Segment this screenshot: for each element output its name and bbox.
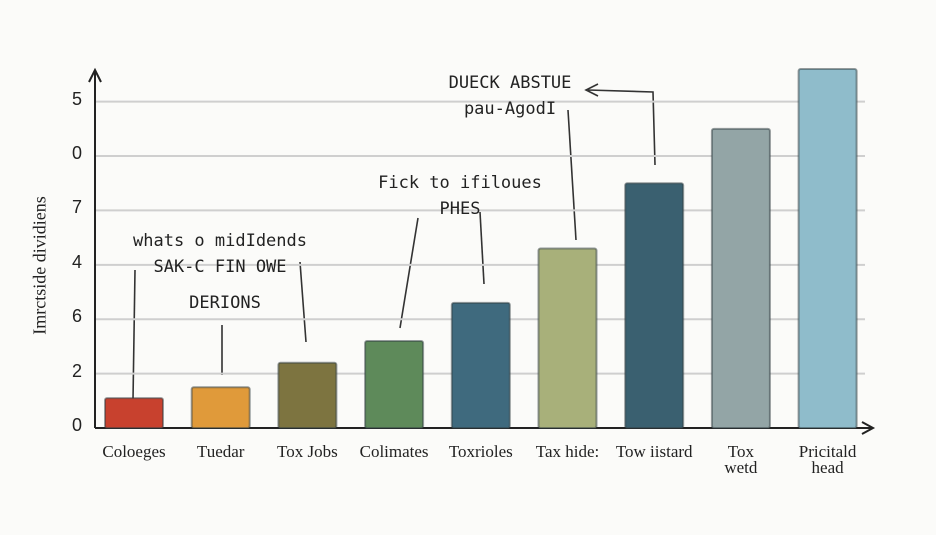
arrow [567, 109, 577, 241]
y-tick-label: 0 [71, 143, 82, 164]
x-tick-label: Tax hide: [535, 442, 600, 461]
bar [104, 397, 164, 430]
bar [797, 68, 858, 429]
x-tick-label: Toxrioles [448, 442, 513, 461]
bar [277, 361, 338, 429]
y-tick-label: 7 [71, 197, 82, 218]
y-tick-label: 6 [71, 306, 82, 327]
bar [624, 182, 685, 429]
axes [88, 67, 876, 435]
annotation: DERIONS [189, 293, 261, 313]
x-tick-label: Tow iistard [615, 442, 693, 461]
annotation: whats o midIdends SAK-C FIN OWE [133, 231, 307, 277]
x-tick-label: Coloeges [102, 442, 166, 461]
x-tick-label: Tuedar [196, 442, 245, 461]
y-tick-label: 2 [71, 360, 82, 381]
annotation: DUECK ABSTUE pau-AgodI [448, 73, 572, 119]
x-tick-label: Tox Jobs [277, 442, 338, 461]
annotation-arrows [132, 83, 656, 401]
bar [710, 127, 771, 429]
arrow [132, 269, 136, 401]
y-tick-label: 5 [71, 88, 82, 109]
arrow [584, 83, 656, 166]
bar [364, 339, 425, 429]
bar [450, 301, 511, 430]
y-tick-label: 4 [71, 251, 82, 272]
arrow [299, 261, 307, 343]
arrow [479, 211, 485, 285]
arrow [399, 217, 419, 329]
annotation: Fick to ifiloues PHES [378, 173, 542, 219]
x-tick-label: Pricitald head [798, 442, 857, 477]
bar [537, 247, 598, 429]
y-axis-label: Imrctside dividiens [29, 196, 50, 335]
bar [190, 386, 251, 430]
y-tick-label: 0 [71, 415, 82, 435]
x-tick-label: Colimates [359, 442, 429, 461]
x-tick-label: Tox wetd [724, 442, 758, 477]
